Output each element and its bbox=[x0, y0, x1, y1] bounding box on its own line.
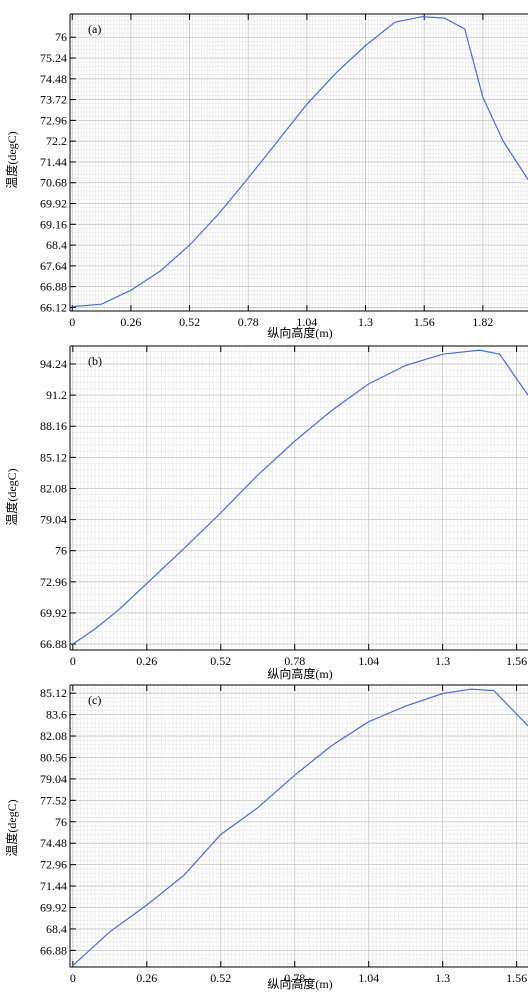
x-axis-label: 纵向高度(m) bbox=[267, 666, 332, 681]
y-tick-label: 72.96 bbox=[40, 858, 67, 872]
y-tick-label: 69.92 bbox=[40, 606, 67, 620]
x-tick-label: 0.78 bbox=[284, 971, 305, 985]
y-axis-label: 温度(degC) bbox=[4, 468, 19, 525]
panel-label: (b) bbox=[88, 354, 102, 368]
y-tick-label: 71.44 bbox=[40, 155, 67, 169]
y-tick-label: 83.6 bbox=[46, 708, 67, 722]
y-tick-label: 74.48 bbox=[40, 72, 67, 86]
x-tick-label: 0 bbox=[70, 971, 76, 985]
y-tick-label: 72.2 bbox=[46, 134, 67, 148]
panel-label: (a) bbox=[88, 22, 101, 36]
temperature-line bbox=[72, 688, 528, 967]
x-tick-label: 1.04 bbox=[358, 654, 379, 668]
x-tick-label: 1.56 bbox=[506, 971, 527, 985]
y-tick-label: 76 bbox=[55, 815, 67, 829]
y-tick-label: 66.88 bbox=[40, 280, 67, 294]
y-tick-label: 66.88 bbox=[40, 943, 67, 957]
y-tick-label: 82.08 bbox=[40, 481, 67, 495]
y-tick-label: 75.24 bbox=[40, 51, 67, 65]
x-tick-label: 0.52 bbox=[179, 315, 200, 329]
x-tick-label: 0 bbox=[70, 654, 76, 668]
plot-area bbox=[70, 346, 528, 650]
y-tick-label: 74.48 bbox=[40, 836, 67, 850]
x-tick-label: 0.26 bbox=[136, 971, 157, 985]
y-tick-label: 72.96 bbox=[40, 113, 67, 127]
y-tick-label: 79.04 bbox=[40, 772, 67, 786]
y-tick-label: 85.12 bbox=[40, 450, 67, 464]
x-tick-label: 1.82 bbox=[472, 315, 493, 329]
x-tick-label: 1.3 bbox=[435, 971, 450, 985]
y-tick-label: 71.44 bbox=[40, 879, 67, 893]
y-tick-label: 69.92 bbox=[40, 197, 67, 211]
x-tick-label: 0.26 bbox=[136, 654, 157, 668]
panel-a: 0 0.26 0.52 0.78 1.04 1.3 1.56 1.82 66.12 66.88 67… bbox=[4, 13, 528, 340]
y-tick-label: 77.52 bbox=[40, 793, 67, 807]
y-tick-label: 68.4 bbox=[46, 238, 67, 252]
y-tick-label: 76 bbox=[55, 544, 67, 558]
x-tick-label: 0.52 bbox=[210, 654, 231, 668]
x-tick-label: 1.04 bbox=[296, 315, 317, 329]
y-tick-label: 76 bbox=[55, 30, 67, 44]
y-tick-label: 72.96 bbox=[40, 575, 67, 589]
y-tick-label: 69.92 bbox=[40, 900, 67, 914]
temperature-line bbox=[72, 16, 528, 308]
y-tick-label: 66.88 bbox=[40, 637, 67, 651]
y-tick-label: 67.64 bbox=[40, 259, 67, 273]
y-tick-label: 66.12 bbox=[40, 300, 67, 314]
x-tick-label: 1.56 bbox=[414, 315, 435, 329]
y-axis-label: 温度(degC) bbox=[4, 799, 19, 856]
x-tick-label: 1.3 bbox=[358, 315, 373, 329]
y-tick-label: 70.68 bbox=[40, 176, 67, 190]
y-tick-label: 80.56 bbox=[40, 750, 67, 764]
x-tick-label: 0.78 bbox=[238, 315, 259, 329]
panel-label: (c) bbox=[88, 693, 101, 707]
x-tick-label: 0.78 bbox=[284, 654, 305, 668]
x-tick-label: 1.56 bbox=[506, 654, 527, 668]
y-tick-label: 94.24 bbox=[40, 357, 67, 371]
y-tick-label: 73.72 bbox=[40, 93, 67, 107]
y-tick-label: 88.16 bbox=[40, 419, 67, 433]
x-tick-label: 0 bbox=[69, 315, 75, 329]
x-tick-label: 0.52 bbox=[210, 971, 231, 985]
x-axis-label: 纵向高度(m) bbox=[267, 325, 332, 340]
x-tick-label: 0.26 bbox=[120, 315, 141, 329]
panel-c: 0 0.26 0.52 0.78 1.04 1.3 1.56 66.88 68.4 69.92 71… bbox=[4, 684, 528, 991]
y-tick-label: 68.4 bbox=[46, 922, 67, 936]
x-axis-label: 纵向高度(m) bbox=[267, 976, 332, 991]
y-tick-label: 69.16 bbox=[40, 217, 67, 231]
y-tick-label: 82.08 bbox=[40, 729, 67, 743]
temperature-line bbox=[72, 349, 528, 645]
y-axis-label: 温度(degC) bbox=[4, 131, 19, 188]
x-tick-label: 1.04 bbox=[358, 971, 379, 985]
y-tick-label: 85.12 bbox=[40, 686, 67, 700]
y-tick-label: 79.04 bbox=[40, 513, 67, 527]
panel-b: 0 0.26 0.52 0.78 1.04 1.3 1.56 66.88 69.92 72.96 7… bbox=[4, 345, 528, 681]
y-tick-label: 91.2 bbox=[46, 388, 67, 402]
x-tick-label: 1.3 bbox=[435, 654, 450, 668]
